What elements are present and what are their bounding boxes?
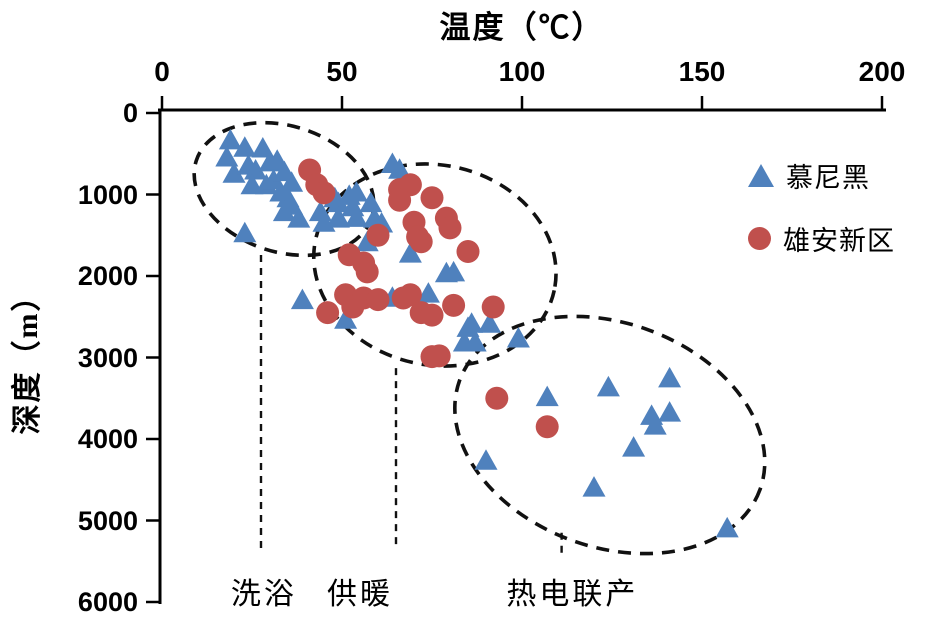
data-point-xiongan bbox=[355, 260, 379, 284]
data-point-xiongan bbox=[366, 288, 390, 312]
y-tick-label: 2000 bbox=[77, 261, 138, 291]
data-point-munich bbox=[535, 385, 559, 407]
legend-item-munich: 慕尼黑 bbox=[748, 156, 870, 195]
data-point-munich bbox=[388, 158, 412, 179]
data-point-munich bbox=[478, 312, 502, 333]
y-tick-label: 3000 bbox=[77, 342, 138, 373]
zone-label-chp: 热电联产 bbox=[506, 577, 639, 611]
data-point-munich bbox=[658, 401, 682, 422]
x-tick-label: 200 bbox=[858, 56, 906, 87]
data-point-xiongan bbox=[420, 303, 444, 327]
zone-ellipse bbox=[453, 314, 767, 556]
data-point-xiongan bbox=[312, 181, 336, 205]
data-point-munich bbox=[463, 331, 487, 352]
data-point-xiongan bbox=[456, 240, 480, 264]
zone-label-bathing: 洗浴 bbox=[230, 577, 297, 611]
data-point-munich bbox=[251, 137, 275, 158]
legend-item-xiongan: 雄安新区 bbox=[748, 219, 895, 258]
data-point-xiongan bbox=[427, 344, 451, 368]
data-point-munich bbox=[334, 308, 358, 329]
data-point-xiongan bbox=[442, 293, 466, 317]
y-tick-label: 6000 bbox=[77, 587, 138, 617]
data-point-munich bbox=[344, 206, 368, 227]
data-point-munich bbox=[272, 200, 296, 222]
data-point-munich bbox=[222, 162, 246, 183]
data-point-munich bbox=[290, 288, 314, 310]
data-point-munich bbox=[596, 375, 620, 397]
data-point-munich bbox=[244, 159, 268, 180]
y-tick-label: 1000 bbox=[77, 179, 138, 210]
y-tick-label: 5000 bbox=[77, 505, 138, 536]
data-point-munich bbox=[416, 282, 440, 303]
data-point-xiongan bbox=[316, 301, 340, 325]
zone-ellipse bbox=[311, 162, 558, 368]
x-axis-title: 温度（℃） bbox=[439, 10, 605, 45]
data-point-munich bbox=[312, 211, 336, 232]
data-point-munich bbox=[344, 181, 368, 202]
data-point-xiongan bbox=[398, 283, 422, 307]
data-point-xiongan bbox=[535, 415, 559, 439]
data-point-munich bbox=[218, 128, 242, 150]
data-point-xiongan bbox=[409, 230, 433, 254]
data-point-munich bbox=[398, 242, 422, 263]
data-point-munich bbox=[658, 366, 682, 388]
data-point-munich bbox=[359, 191, 383, 213]
data-point-munich bbox=[280, 171, 304, 192]
data-point-munich bbox=[326, 206, 350, 227]
data-point-xiongan bbox=[366, 223, 390, 247]
data-point-munich bbox=[355, 230, 379, 252]
data-point-munich bbox=[460, 312, 484, 333]
data-point-munich bbox=[240, 173, 264, 195]
data-point-munich bbox=[643, 414, 667, 435]
data-point-munich bbox=[582, 476, 606, 497]
data-point-munich bbox=[287, 207, 311, 228]
data-point-xiongan bbox=[438, 216, 462, 240]
data-point-munich bbox=[215, 146, 239, 167]
x-tick-label: 0 bbox=[154, 56, 170, 87]
x-tick-label: 100 bbox=[498, 56, 546, 87]
data-point-munich bbox=[434, 261, 458, 283]
legend-label-munich: 慕尼黑 bbox=[786, 163, 870, 193]
data-point-xiongan bbox=[388, 188, 412, 212]
triangle-icon bbox=[748, 164, 774, 187]
data-point-munich bbox=[474, 449, 498, 470]
data-point-munich bbox=[715, 516, 739, 538]
x-tick-label: 50 bbox=[326, 56, 358, 87]
data-point-xiongan bbox=[481, 295, 505, 319]
y-tick-label: 0 bbox=[122, 98, 138, 128]
data-point-munich bbox=[233, 136, 257, 157]
data-point-munich bbox=[622, 436, 646, 457]
data-point-xiongan bbox=[485, 386, 509, 410]
zone-label-heating: 供暖 bbox=[327, 577, 393, 611]
legend-label-xiongan: 雄安新区 bbox=[783, 226, 895, 256]
data-point-xiongan bbox=[420, 186, 444, 210]
x-tick-label: 150 bbox=[678, 56, 726, 87]
circle-icon bbox=[748, 227, 771, 250]
data-point-munich bbox=[233, 221, 257, 243]
data-point-munich bbox=[506, 326, 530, 348]
data-point-munich bbox=[326, 191, 350, 213]
y-tick-label: 4000 bbox=[77, 424, 138, 454]
